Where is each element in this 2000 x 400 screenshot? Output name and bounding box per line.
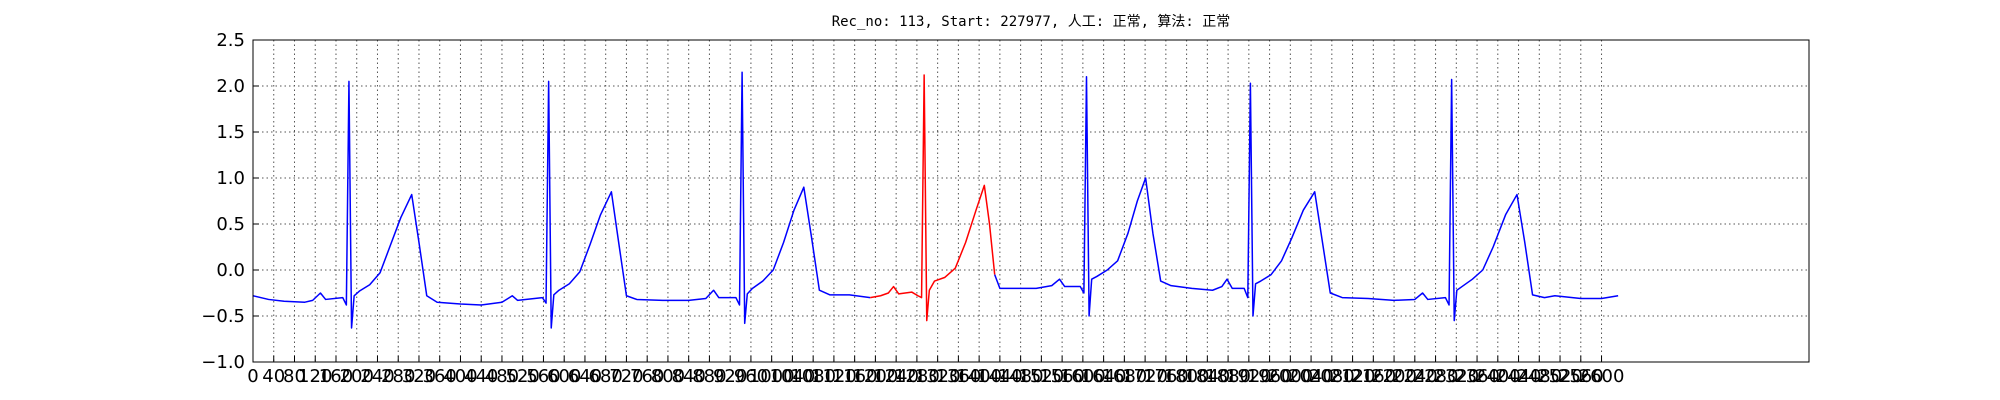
plot-frame [252,39,1810,363]
x-tick-label: 320 [402,366,436,387]
x-tick-label: 120 [298,366,332,387]
x-tick-label: 2040 [1288,366,1334,387]
x-tick-label: 2080 [1309,366,1355,387]
x-tick-label: 1320 [915,366,961,387]
x-tick-label: 2160 [1350,366,1396,387]
y-tick-label: 1.5 [216,122,245,143]
x-tick-label: 2600 [1579,366,1625,387]
x-tick-label: 1280 [894,366,940,387]
x-tick-label: 2400 [1475,366,1521,387]
x-tick-label: 2520 [1537,366,1583,387]
x-tick-label: 2200 [1371,366,1417,387]
x-tick-label: 1080 [790,366,836,387]
y-tick-label: 1.0 [216,168,245,189]
x-tick-label: 680 [589,366,623,387]
x-tick-label: 960 [734,366,768,387]
x-tick-label: 1560 [1039,366,1085,387]
x-tick-label: 1840 [1184,366,1230,387]
x-tick-label: 1360 [935,366,981,387]
x-tick-label: 1920 [1226,366,1272,387]
x-tick-label: 640 [568,366,602,387]
x-tick-label: 2480 [1516,366,1562,387]
x-tick-label: 920 [713,366,747,387]
x-tick-label: 1440 [977,366,1023,387]
x-tick-label: 600 [547,366,581,387]
x-tick-label: 1720 [1122,366,1168,387]
y-tick-label: 2.0 [216,76,245,97]
x-tick-label: 400 [443,366,477,387]
x-tick-label: 1400 [956,366,1002,387]
ecg-line [870,74,996,322]
x-tick-label: 1880 [1205,366,1251,387]
x-tick-label: 2240 [1392,366,1438,387]
x-tick-label: 1960 [1247,366,1293,387]
x-tick-label: 200 [340,366,374,387]
x-tick-label: 1240 [873,366,919,387]
x-tick-label: 2120 [1330,366,1376,387]
x-tick-label: 800 [651,366,685,387]
x-tick-label: 1640 [1081,366,1127,387]
x-tick-label: 880 [692,366,726,387]
x-tick-label: 1600 [1060,366,1106,387]
x-tick-label: 1200 [852,366,898,387]
x-tick-label: 1040 [770,366,816,387]
x-tick-label: 840 [672,366,706,387]
x-tick-label: 2280 [1413,366,1459,387]
x-tick-label: 2440 [1496,366,1542,387]
y-tick-label: 2.5 [216,30,245,51]
x-tick-label: 2320 [1433,366,1479,387]
x-tick-label: 1120 [811,366,857,387]
x-tick-label: 160 [319,366,353,387]
x-tick-label: 1680 [1101,366,1147,387]
ecg-line [252,71,1619,329]
x-tick-label: 40 [262,366,285,387]
x-tick-label: 1800 [1164,366,1210,387]
x-tick-label: 0 [247,366,258,387]
x-tick-label: 2360 [1454,366,1500,387]
x-tick-label: 2560 [1558,366,1604,387]
x-tick-label: 760 [630,366,664,387]
y-tick-label: −1.0 [201,352,245,373]
x-tick-label: 1480 [998,366,1044,387]
x-tick-label: 440 [464,366,498,387]
x-tick-label: 480 [485,366,519,387]
x-tick-label: 280 [381,366,415,387]
y-tick-label: −0.5 [201,306,245,327]
x-tick-label: 1000 [749,366,795,387]
x-tick-label: 1760 [1143,366,1189,387]
chart-title: Rec_no: 113, Start: 227977, 人工: 正常, 算法: … [832,14,1231,30]
x-tick-label: 240 [360,366,394,387]
x-tick-label: 80 [283,366,306,387]
y-tick-label: 0.5 [216,214,245,235]
x-tick-label: 560 [526,366,560,387]
x-tick-label: 720 [609,366,643,387]
x-tick-label: 520 [506,366,540,387]
x-tick-label: 1160 [832,366,878,387]
x-tick-label: 2000 [1267,366,1313,387]
y-tick-label: 0.0 [216,260,245,281]
x-tick-label: 360 [423,366,457,387]
x-tick-label: 1520 [1018,366,1064,387]
